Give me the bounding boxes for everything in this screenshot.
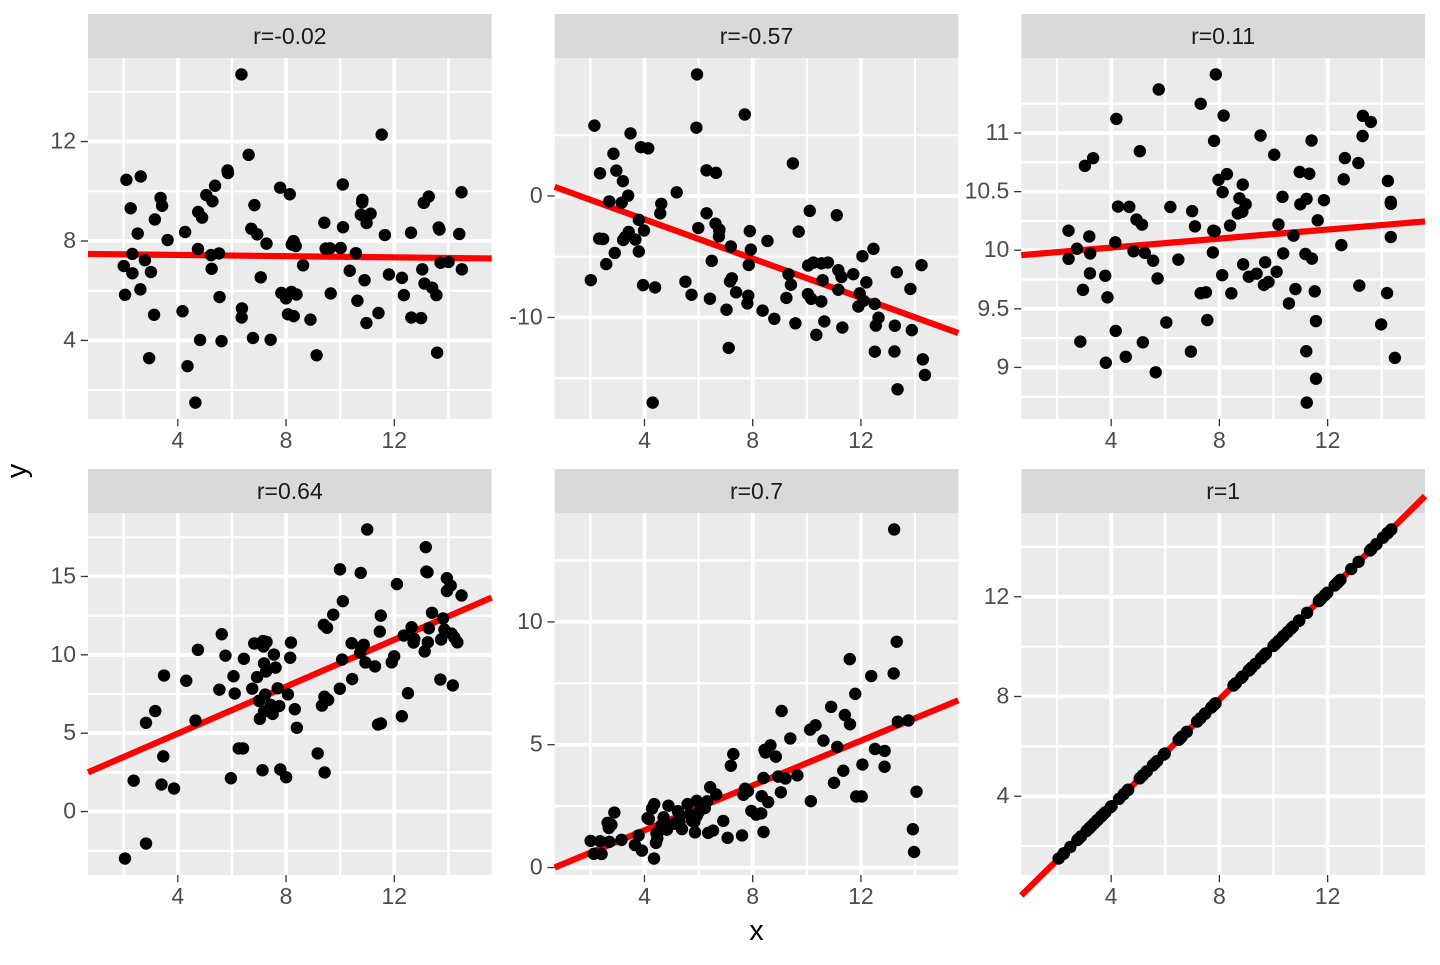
svg-text:5: 5 bbox=[63, 719, 76, 745]
svg-text:4: 4 bbox=[1105, 883, 1118, 909]
svg-text:15: 15 bbox=[50, 562, 76, 588]
svg-text:r=-0.57: r=-0.57 bbox=[720, 23, 794, 49]
svg-text:4: 4 bbox=[1105, 427, 1118, 453]
svg-text:8: 8 bbox=[1213, 427, 1226, 453]
svg-text:11: 11 bbox=[985, 119, 1009, 145]
svg-text:12: 12 bbox=[848, 883, 874, 909]
svg-text:8: 8 bbox=[280, 883, 293, 909]
svg-text:12: 12 bbox=[1315, 427, 1341, 453]
svg-text:10: 10 bbox=[50, 641, 76, 667]
svg-text:9: 9 bbox=[997, 353, 1010, 379]
svg-text:-10: -10 bbox=[509, 304, 542, 330]
svg-text:r=0.64: r=0.64 bbox=[257, 478, 323, 504]
svg-text:10: 10 bbox=[517, 608, 543, 634]
svg-text:0: 0 bbox=[530, 182, 543, 208]
svg-text:r=0.7: r=0.7 bbox=[730, 478, 783, 504]
svg-text:5: 5 bbox=[530, 731, 543, 757]
svg-text:10.5: 10.5 bbox=[965, 178, 1010, 204]
svg-text:8: 8 bbox=[1213, 883, 1226, 909]
svg-text:4: 4 bbox=[638, 427, 651, 453]
svg-text:12: 12 bbox=[1315, 883, 1341, 909]
svg-text:4: 4 bbox=[171, 427, 184, 453]
svg-text:8: 8 bbox=[280, 427, 293, 453]
svg-text:12: 12 bbox=[381, 883, 407, 909]
svg-text:8: 8 bbox=[63, 227, 76, 253]
svg-text:4: 4 bbox=[171, 883, 184, 909]
svg-text:0: 0 bbox=[530, 854, 543, 880]
svg-text:r=-0.02: r=-0.02 bbox=[253, 23, 327, 49]
svg-text:8: 8 bbox=[997, 682, 1010, 708]
svg-text:12: 12 bbox=[50, 128, 76, 154]
svg-text:0: 0 bbox=[63, 798, 76, 824]
svg-text:4: 4 bbox=[63, 326, 76, 352]
svg-text:9.5: 9.5 bbox=[977, 295, 1009, 321]
svg-text:12: 12 bbox=[848, 427, 874, 453]
svg-text:4: 4 bbox=[997, 782, 1010, 808]
svg-text:12: 12 bbox=[984, 583, 1010, 609]
svg-text:8: 8 bbox=[746, 427, 759, 453]
svg-text:4: 4 bbox=[638, 883, 651, 909]
svg-text:8: 8 bbox=[746, 883, 759, 909]
svg-text:10: 10 bbox=[984, 236, 1010, 262]
svg-text:r=1: r=1 bbox=[1206, 478, 1240, 504]
svg-text:y: y bbox=[1, 463, 33, 478]
svg-text:r=0.11: r=0.11 bbox=[1191, 23, 1255, 49]
svg-text:x: x bbox=[749, 915, 764, 947]
svg-text:12: 12 bbox=[381, 427, 407, 453]
